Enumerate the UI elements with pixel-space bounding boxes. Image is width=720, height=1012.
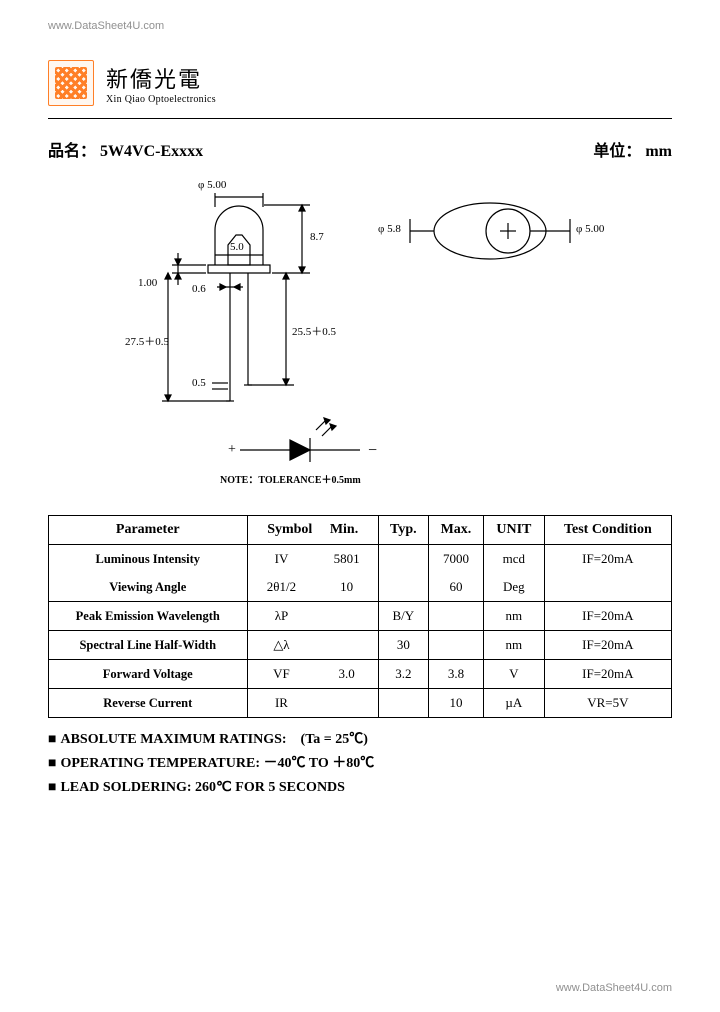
table-row: Peak Emission Wavelength λP B/Y nm IF=20… — [49, 602, 672, 631]
cell-param: Reverse Current — [49, 689, 248, 718]
bullet-icon: ■ — [48, 780, 56, 795]
cell-max — [428, 602, 483, 631]
dim-1-00: 1.00 — [138, 277, 157, 289]
th-min: Min. — [330, 522, 358, 537]
dim-8-7: 8.7 — [310, 231, 324, 243]
mechanical-diagram: φ 5.00 8.7 5.0 1.00 0.6 27.5＋0.5 25.5＋0.… — [80, 175, 640, 505]
unit-label: 单位： — [593, 143, 641, 160]
table-row: Luminous Intensity IV 5801 7000 mcd IF=2… — [49, 545, 672, 574]
ratings-line2: OPERATING TEMPERATURE: －40℃ TO ＋80℃ — [60, 756, 374, 771]
cell-typ — [378, 689, 428, 718]
table-row: Spectral Line Half-Width △λ 30 nm IF=20m… — [49, 631, 672, 660]
table-header-row: Parameter Symbol Min. Typ. Max. UNIT Tes… — [49, 516, 672, 545]
cell-max: 7000 — [428, 545, 483, 574]
watermark-bottom: www.DataSheet4U.com — [556, 982, 672, 994]
tolerance-note: NOTE：TOLERANCE＋0.5mm — [220, 471, 361, 486]
dim-0-5: 0.5 — [192, 377, 206, 389]
dim-phi5-00b: φ 5.00 — [576, 223, 604, 235]
cell-min — [315, 602, 378, 631]
cell-unit: V — [484, 660, 545, 689]
cell-param: Luminous Intensity — [49, 545, 248, 574]
bullet-icon: ■ — [48, 756, 56, 771]
cell-typ: 30 — [378, 631, 428, 660]
cell-min: 3.0 — [315, 660, 378, 689]
cell-param: Peak Emission Wavelength — [49, 602, 248, 631]
cell-min: 5801 — [315, 545, 378, 574]
cell-cond — [544, 573, 671, 602]
cell-symbol: IV — [247, 545, 315, 574]
cell-symbol: △λ — [247, 631, 315, 660]
cell-max: 10 — [428, 689, 483, 718]
cell-unit: mcd — [484, 545, 545, 574]
cell-max — [428, 631, 483, 660]
cell-cond: IF=20mA — [544, 631, 671, 660]
table-row: Reverse Current IR 10 µA VR=5V — [49, 689, 672, 718]
cell-symbol: IR — [247, 689, 315, 718]
cell-cond: IF=20mA — [544, 602, 671, 631]
table-row: Viewing Angle 2θ1/2 10 60 Deg — [49, 573, 672, 602]
header: 新僑光電 Xin Qiao Optoelectronics — [48, 60, 672, 106]
cell-unit: nm — [484, 631, 545, 660]
cell-param: Forward Voltage — [49, 660, 248, 689]
cell-symbol: 2θ1/2 — [247, 573, 315, 602]
cell-min: 10 — [315, 573, 378, 602]
parameters-table: Parameter Symbol Min. Typ. Max. UNIT Tes… — [48, 515, 672, 718]
th-cond: Test Condition — [544, 516, 671, 545]
th-symbol: Symbol — [267, 522, 312, 537]
unit-value: mm — [645, 143, 672, 160]
company-name-cn: 新僑光電 — [106, 62, 216, 94]
cell-min — [315, 631, 378, 660]
company-name-en: Xin Qiao Optoelectronics — [106, 94, 216, 105]
page: 新僑光電 Xin Qiao Optoelectronics 品名： 5W4VC-… — [0, 0, 720, 829]
cell-unit: nm — [484, 602, 545, 631]
product-name: 5W4VC-Exxxx — [100, 143, 203, 160]
cell-unit: µA — [484, 689, 545, 718]
th-unit: UNIT — [484, 516, 545, 545]
cell-cond: IF=20mA — [544, 545, 671, 574]
cell-max: 3.8 — [428, 660, 483, 689]
polarity-plus: + — [228, 442, 236, 458]
cell-typ — [378, 573, 428, 602]
dim-25-5: 25.5＋0.5 — [292, 323, 336, 339]
watermark-top: www.DataSheet4U.com — [48, 20, 164, 32]
cell-max: 60 — [428, 573, 483, 602]
company-text: 新僑光電 Xin Qiao Optoelectronics — [106, 62, 216, 105]
dim-0-6: 0.6 — [192, 283, 206, 295]
cell-min — [315, 689, 378, 718]
ratings-line3: LEAD SOLDERING: 260℃ FOR 5 SECONDS — [60, 780, 344, 795]
cell-symbol: λP — [247, 602, 315, 631]
title-row: 品名： 5W4VC-Exxxx 单位： mm — [48, 137, 672, 161]
table-row: Forward Voltage VF 3.0 3.2 3.8 V IF=20mA — [49, 660, 672, 689]
th-typ: Typ. — [378, 516, 428, 545]
dim-27-5: 27.5＋0.5 — [125, 333, 169, 349]
th-symbol-min: Symbol Min. — [247, 516, 378, 545]
bullet-icon: ■ — [48, 732, 56, 747]
polarity-minus: − — [368, 442, 377, 460]
cell-cond: IF=20mA — [544, 660, 671, 689]
cell-unit: Deg — [484, 573, 545, 602]
company-logo — [48, 60, 94, 106]
cell-cond: VR=5V — [544, 689, 671, 718]
ratings-line1: ABSOLUTE MAXIMUM RATINGS: (Ta = 25℃) — [60, 732, 367, 747]
th-max: Max. — [428, 516, 483, 545]
cell-symbol: VF — [247, 660, 315, 689]
header-rule — [48, 118, 672, 119]
th-parameter: Parameter — [49, 516, 248, 545]
cell-typ: B/Y — [378, 602, 428, 631]
product-label: 品名： — [48, 143, 96, 160]
cell-param: Spectral Line Half-Width — [49, 631, 248, 660]
cell-typ: 3.2 — [378, 660, 428, 689]
dim-phi5-8: φ 5.8 — [378, 223, 401, 235]
cell-param: Viewing Angle — [49, 573, 248, 602]
dim-phi5: φ 5.00 — [198, 179, 226, 191]
dim-5-0: 5.0 — [230, 241, 244, 253]
ratings-block: ■ ABSOLUTE MAXIMUM RATINGS: (Ta = 25℃) ■ O… — [48, 728, 672, 799]
cell-typ — [378, 545, 428, 574]
